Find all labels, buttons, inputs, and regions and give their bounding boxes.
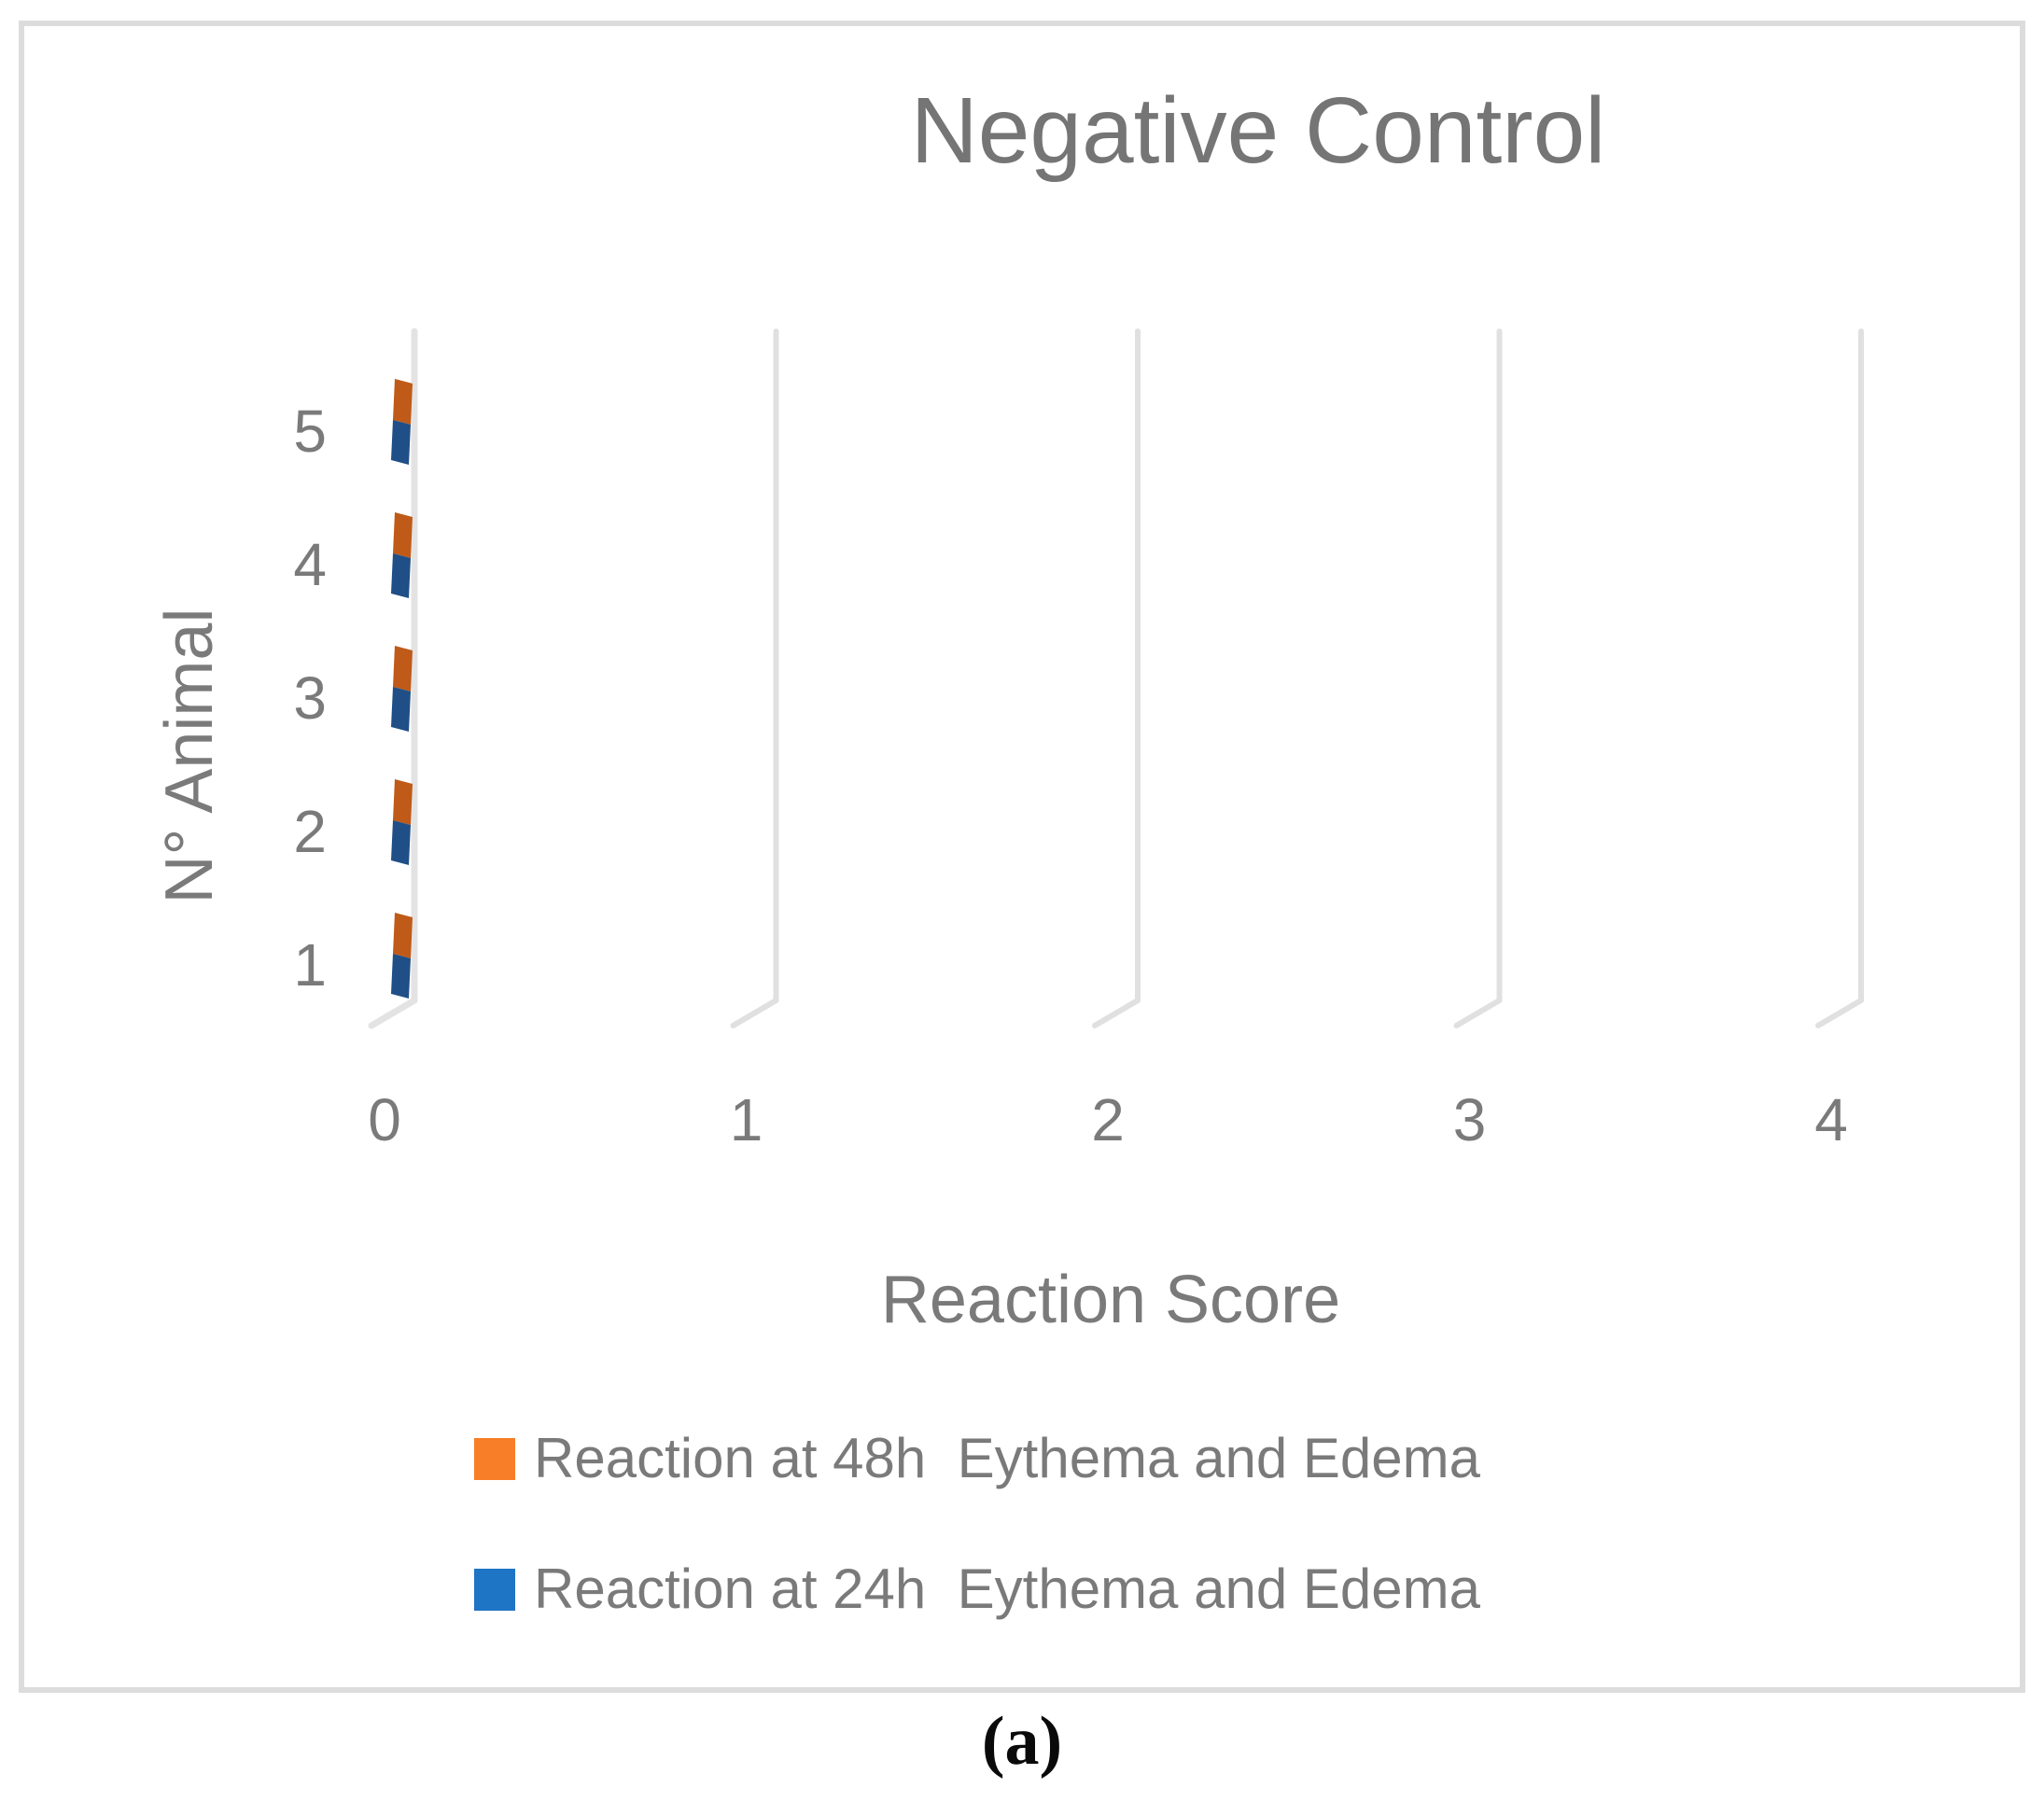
bar-48h-animal-1 [393, 913, 413, 958]
x-tick-label: 0 [368, 1086, 401, 1153]
chart-title: Negative Control [910, 78, 1606, 183]
bar-24h-animal-2 [391, 820, 411, 865]
bar-48h-animal-2 [393, 779, 413, 825]
figure-caption: (a) [981, 1703, 1063, 1780]
y-axis-title: N° Animal [152, 608, 227, 904]
x-tick-label: 3 [1452, 1086, 1487, 1153]
y-category-label: 2 [293, 798, 327, 865]
gridline-foot [1453, 998, 1503, 1028]
y-category-label: 3 [293, 664, 327, 732]
y-category-label: 1 [293, 931, 327, 999]
gridline-foot [730, 998, 779, 1028]
legend-item: Reaction at 48h Eythema and Edema [474, 1426, 1480, 1491]
gridline-foot [1815, 998, 1864, 1028]
legend-swatch-icon [474, 1437, 515, 1480]
x-axis-title: Reaction Score [880, 1263, 1341, 1337]
bar-48h-animal-4 [393, 512, 413, 558]
bar-24h-animal-4 [391, 553, 411, 598]
legend-label: Reaction at 24h Eythema and Edema [534, 1558, 1480, 1620]
chart-frame [19, 21, 2025, 1693]
legend-label: Reaction at 48h Eythema and Edema [534, 1427, 1480, 1489]
legend-swatch-icon [474, 1568, 515, 1611]
y-category-label: 5 [293, 398, 327, 465]
gridline-foot [1092, 998, 1141, 1028]
x-tick-label: 1 [729, 1086, 763, 1153]
bar-48h-animal-3 [393, 646, 413, 691]
gridline-foot [368, 997, 418, 1029]
bar-24h-animal-3 [391, 687, 411, 732]
y-category-label: 4 [293, 531, 327, 598]
bar-48h-animal-5 [393, 379, 413, 425]
x-tick-label: 4 [1814, 1086, 1848, 1153]
bar-24h-animal-1 [391, 954, 411, 999]
legend-item: Reaction at 24h Eythema and Edema [474, 1557, 1480, 1622]
x-tick-label: 2 [1091, 1086, 1125, 1153]
bar-24h-animal-5 [391, 420, 411, 465]
